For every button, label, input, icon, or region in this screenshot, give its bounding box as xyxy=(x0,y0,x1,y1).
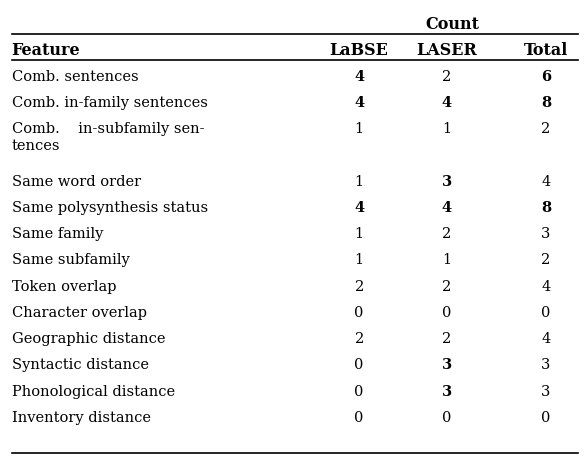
Text: 4: 4 xyxy=(354,70,364,84)
Text: 4: 4 xyxy=(541,331,551,345)
Text: 0: 0 xyxy=(442,305,451,319)
Text: 0: 0 xyxy=(541,305,551,319)
Text: 3: 3 xyxy=(442,384,452,397)
Text: 4: 4 xyxy=(354,201,364,214)
Text: 0: 0 xyxy=(354,410,364,424)
Text: Total: Total xyxy=(524,42,568,59)
Text: 1: 1 xyxy=(354,174,364,188)
Text: Inventory distance: Inventory distance xyxy=(12,410,151,424)
Text: 2: 2 xyxy=(442,70,451,84)
Text: 2: 2 xyxy=(541,122,551,136)
Text: 1: 1 xyxy=(354,253,364,267)
Text: Phonological distance: Phonological distance xyxy=(12,384,175,397)
Text: 3: 3 xyxy=(442,358,452,371)
Text: Comb.    in-subfamily sen-
tences: Comb. in-subfamily sen- tences xyxy=(12,122,204,153)
Text: 4: 4 xyxy=(354,96,364,110)
Text: 2: 2 xyxy=(541,253,551,267)
Text: LaBSE: LaBSE xyxy=(330,42,388,59)
Text: Syntactic distance: Syntactic distance xyxy=(12,358,149,371)
Text: LASER: LASER xyxy=(416,42,477,59)
Text: Count: Count xyxy=(426,16,479,33)
Text: 3: 3 xyxy=(541,384,551,397)
Text: 0: 0 xyxy=(354,358,364,371)
Text: Comb. sentences: Comb. sentences xyxy=(12,70,138,84)
Text: 1: 1 xyxy=(354,122,364,136)
Text: Same subfamily: Same subfamily xyxy=(12,253,130,267)
Text: Character overlap: Character overlap xyxy=(12,305,147,319)
Text: 4: 4 xyxy=(442,201,452,214)
Text: 2: 2 xyxy=(442,279,451,293)
Text: Feature: Feature xyxy=(12,42,81,59)
Text: 2: 2 xyxy=(354,279,364,293)
Text: 3: 3 xyxy=(442,174,452,188)
Text: 0: 0 xyxy=(354,305,364,319)
Text: 4: 4 xyxy=(442,96,452,110)
Text: Same polysynthesis status: Same polysynthesis status xyxy=(12,201,208,214)
Text: 2: 2 xyxy=(354,331,364,345)
Text: 3: 3 xyxy=(541,358,551,371)
Text: 1: 1 xyxy=(442,253,451,267)
Text: 0: 0 xyxy=(354,384,364,397)
Text: 3: 3 xyxy=(541,227,551,241)
Text: 1: 1 xyxy=(442,122,451,136)
Text: 4: 4 xyxy=(541,174,551,188)
Text: 0: 0 xyxy=(541,410,551,424)
Text: 8: 8 xyxy=(541,201,551,214)
Text: 2: 2 xyxy=(442,227,451,241)
Text: Geographic distance: Geographic distance xyxy=(12,331,165,345)
Text: 6: 6 xyxy=(541,70,551,84)
Text: Same word order: Same word order xyxy=(12,174,141,188)
Text: 2: 2 xyxy=(442,331,451,345)
Text: 1: 1 xyxy=(354,227,364,241)
Text: 4: 4 xyxy=(541,279,551,293)
Text: Token overlap: Token overlap xyxy=(12,279,116,293)
Text: 0: 0 xyxy=(442,410,451,424)
Text: Comb. in-family sentences: Comb. in-family sentences xyxy=(12,96,207,110)
Text: Same family: Same family xyxy=(12,227,103,241)
Text: 8: 8 xyxy=(541,96,551,110)
